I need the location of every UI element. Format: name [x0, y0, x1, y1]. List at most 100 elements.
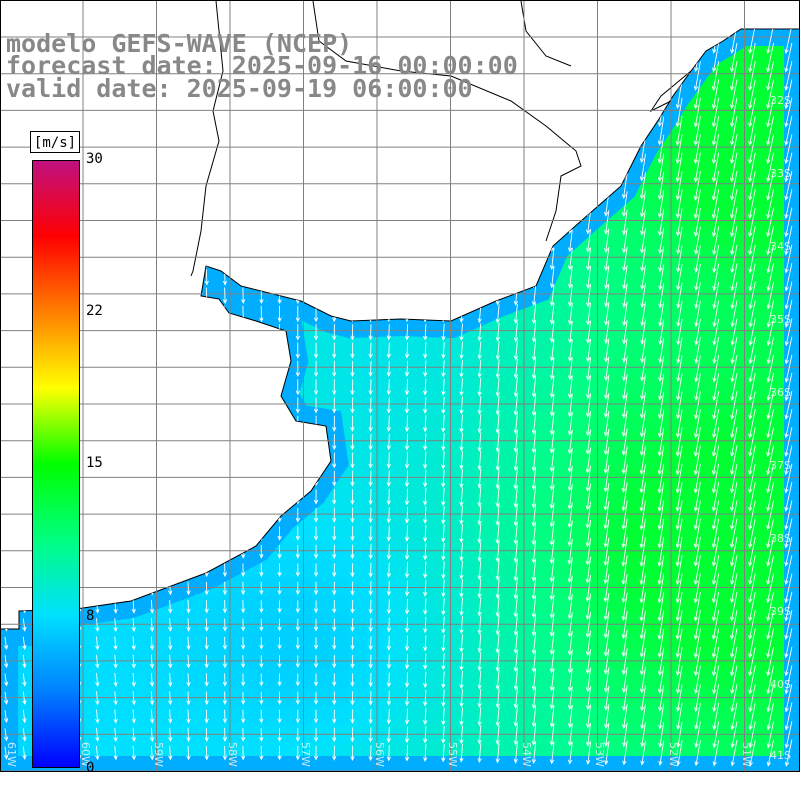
wind-arrow — [694, 263, 701, 291]
wind-cell — [110, 413, 130, 433]
wind-cell — [257, 340, 277, 359]
wind-cell — [385, 449, 405, 469]
wind-arrow — [204, 673, 209, 687]
wind-cell — [348, 120, 368, 140]
wind-arrow — [313, 121, 319, 141]
wind-cell — [550, 596, 569, 616]
wind-arrow — [441, 360, 446, 378]
wind-arrow — [459, 725, 464, 745]
wind-arrow — [676, 282, 683, 309]
wind-arrow — [368, 250, 373, 268]
wind-cell — [714, 376, 734, 396]
wind-arrow — [694, 355, 701, 383]
wind-arrow — [495, 596, 500, 618]
wind-arrow — [657, 555, 665, 586]
wind-arrow — [350, 415, 355, 432]
wind-arrow — [604, 302, 610, 326]
wind-arrow — [113, 489, 118, 505]
wind-arrow — [22, 124, 27, 138]
wind-arrow — [603, 410, 610, 437]
wind-arrow — [204, 397, 209, 414]
wind-arrow — [222, 452, 228, 469]
forecast-date: forecast date: 2025-09-16 00:00:00 — [6, 51, 518, 80]
wind-cell — [586, 65, 606, 85]
wind-arrow — [222, 507, 228, 523]
wind-arrow — [495, 669, 500, 691]
wind-cell — [440, 559, 460, 579]
wind-cell — [110, 266, 130, 286]
wind-cell — [367, 285, 386, 305]
wind-cell — [586, 47, 606, 67]
wind-arrow — [657, 134, 665, 164]
wind-arrow — [604, 29, 610, 52]
wind-cell — [421, 706, 441, 725]
wind-cell — [202, 230, 222, 250]
wind-arrow — [748, 373, 756, 402]
wind-cell — [623, 102, 643, 122]
wind-arrow — [332, 526, 337, 541]
wind-arrow — [549, 339, 555, 362]
wind-arrow — [585, 118, 592, 144]
wind-arrow — [459, 157, 464, 178]
wind-arrow — [693, 445, 701, 476]
wind-arrow — [404, 672, 410, 688]
wind-cell — [184, 706, 203, 725]
wind-cell — [129, 102, 148, 122]
wind-arrow — [95, 673, 100, 687]
wind-cell — [550, 413, 569, 433]
wind-arrow — [784, 97, 793, 128]
wind-arrow — [766, 555, 775, 586]
wind-arrow — [313, 232, 319, 250]
wind-cell — [385, 120, 405, 140]
wind-arrow — [222, 214, 228, 231]
wind-cell — [586, 120, 606, 140]
wind-arrow — [495, 120, 500, 142]
wind-arrow — [730, 739, 738, 767]
wind-cell — [184, 175, 203, 195]
wind-cell — [348, 449, 368, 469]
wind-arrow — [222, 618, 228, 632]
wind-arrow — [766, 263, 775, 292]
wind-arrow — [531, 101, 537, 124]
wind-arrow — [113, 563, 118, 578]
wind-arrow — [531, 83, 537, 106]
wind-cell — [367, 669, 386, 689]
wind-cell — [586, 248, 606, 268]
wind-arrow — [495, 724, 500, 746]
wind-cell — [495, 358, 514, 378]
wind-arrow — [423, 635, 428, 652]
wind-arrow — [22, 471, 27, 486]
wind-arrow — [586, 741, 592, 765]
wind-arrow — [368, 415, 373, 432]
wind-arrow — [640, 29, 646, 53]
wind-cell — [751, 138, 771, 158]
wind-arrow — [603, 483, 610, 511]
wind-cell — [275, 193, 295, 213]
wind-arrow — [150, 159, 155, 176]
wind-arrow — [441, 305, 446, 323]
wind-arrow — [131, 269, 137, 286]
wind-arrow — [603, 648, 610, 675]
wind-arrow — [386, 544, 391, 560]
wind-cell — [751, 175, 771, 195]
wind-arrow — [766, 482, 775, 512]
wind-arrow — [259, 452, 264, 469]
wind-arrow — [622, 265, 628, 290]
wind-arrow — [513, 504, 518, 527]
wind-arrow — [368, 342, 373, 359]
wind-arrow — [186, 452, 191, 469]
wind-cell — [659, 266, 679, 286]
wind-cell — [238, 230, 258, 250]
wind-cell — [769, 486, 789, 506]
wind-arrow — [766, 244, 775, 274]
wind-cell — [184, 303, 203, 323]
wind-cell — [165, 175, 185, 195]
wind-arrow — [150, 178, 155, 194]
wind-cell — [257, 486, 277, 506]
legend-color-bar — [32, 160, 80, 768]
wind-arrow — [676, 721, 683, 749]
wind-arrow — [131, 727, 136, 743]
wind-cell — [623, 596, 643, 616]
wind-arrow — [658, 373, 665, 401]
wind-arrow — [259, 379, 264, 396]
